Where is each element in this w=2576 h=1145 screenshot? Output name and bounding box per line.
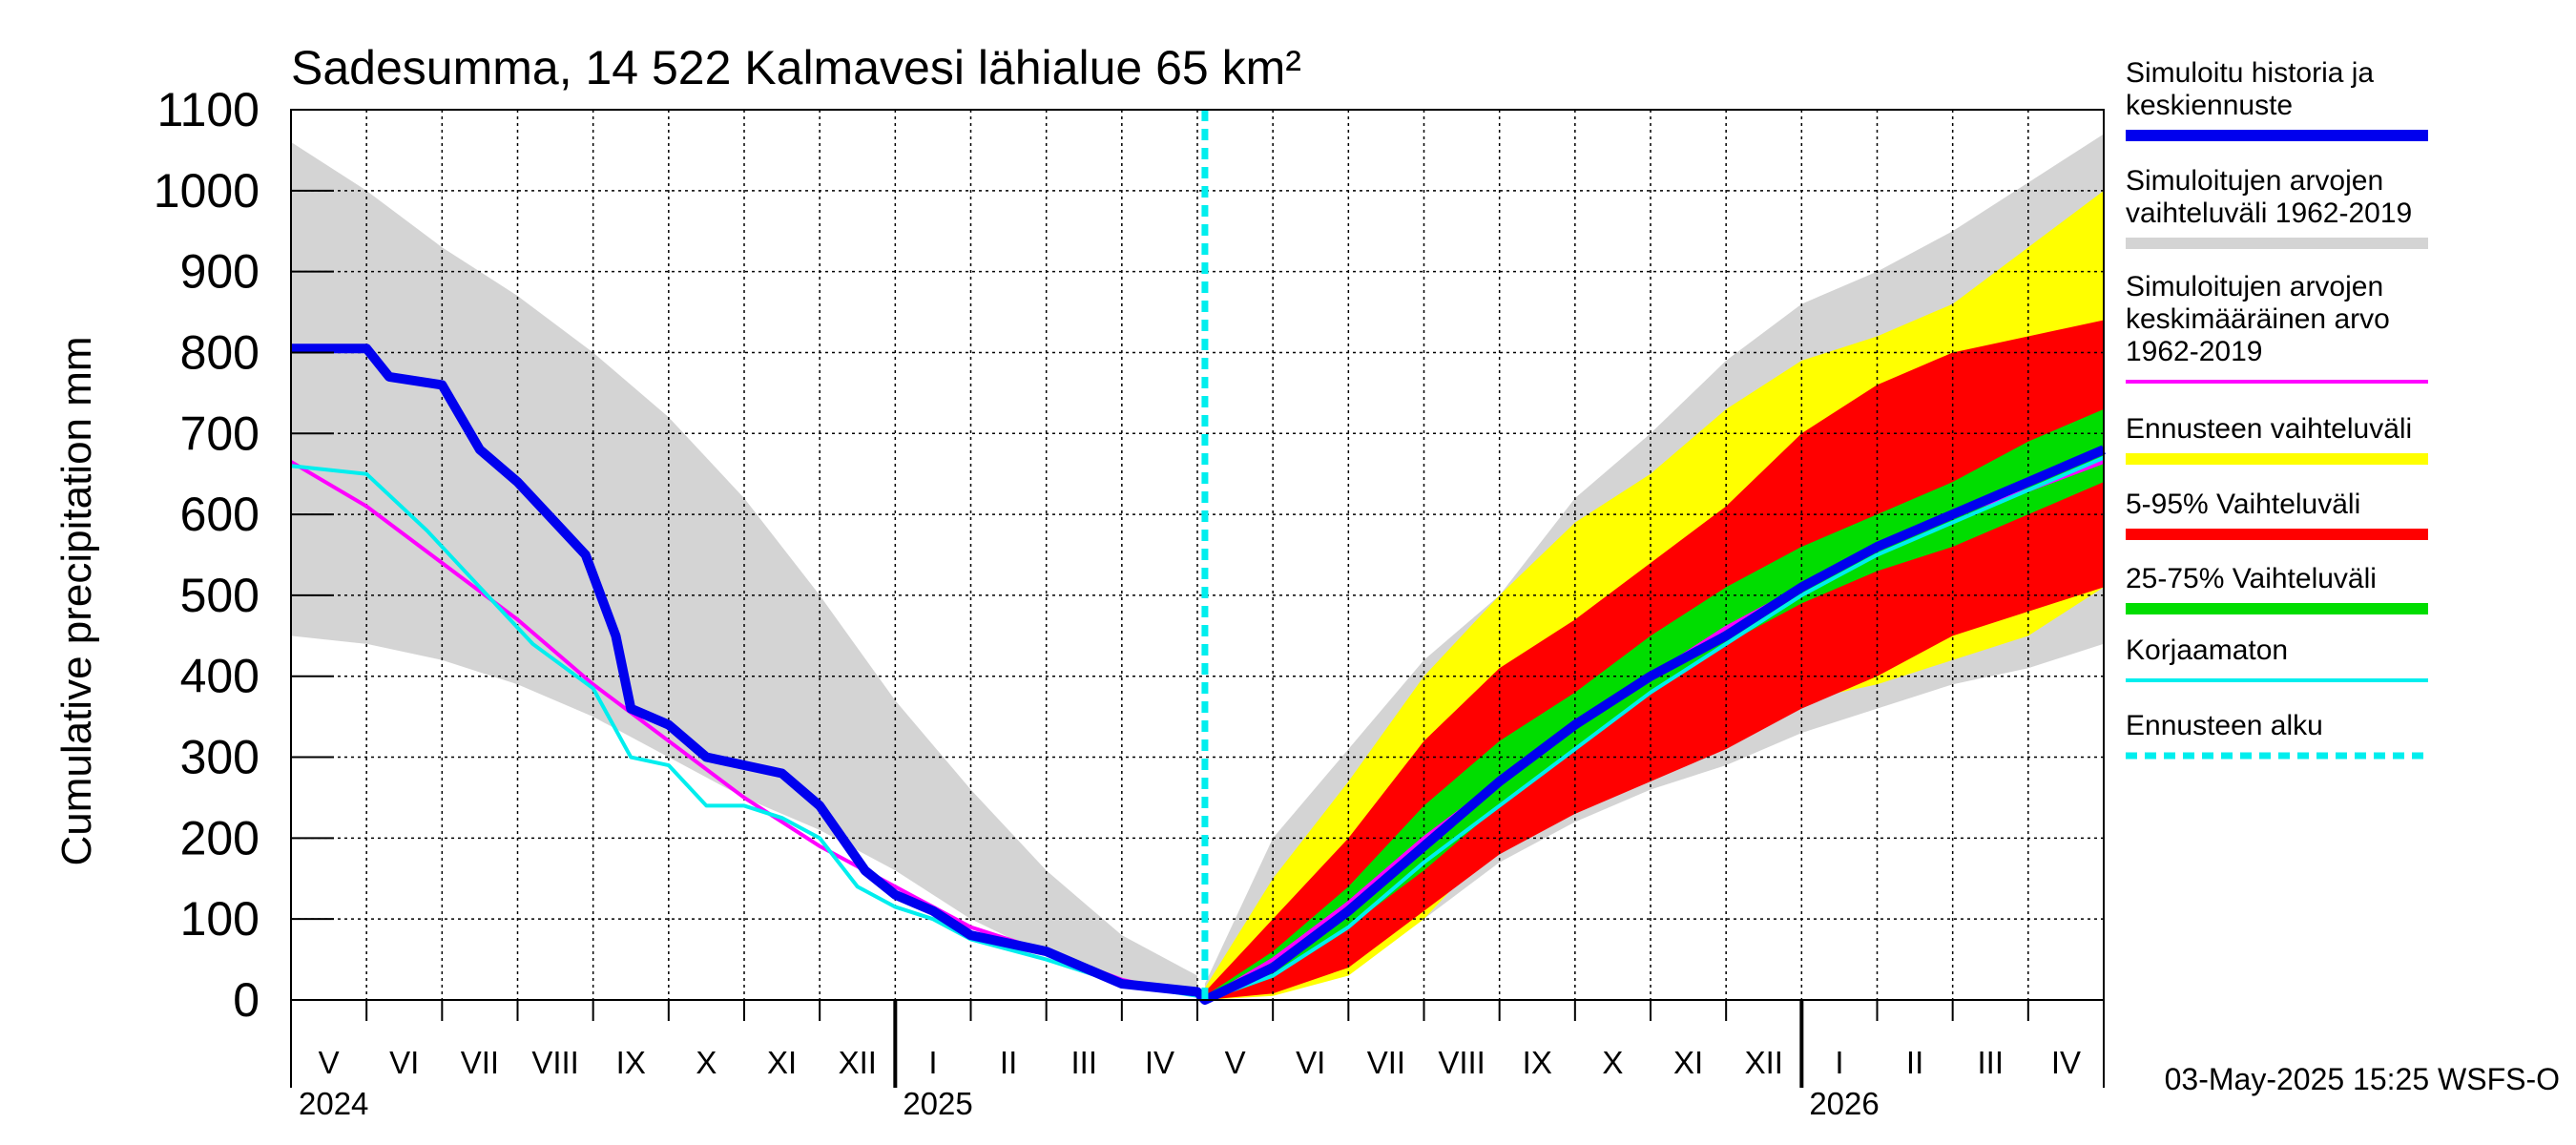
y-tick-label-1000: 1000 [154,164,260,218]
y-tick-labels: 0 100 200 300 400 500 600 700 800 900 1000 1100 [154,83,260,1027]
month-label-4: IX [616,1045,646,1080]
month-label-5: X [696,1045,717,1080]
month-label-15: VIII [1438,1045,1485,1080]
legend-label-2-2: 1962-2019 [2126,336,2262,367]
y-tick-label-0: 0 [233,973,260,1027]
legend-label-3-0: Ennusteen vaihteluväli [2126,413,2412,445]
legend-label-2-0: Simuloitujen arvojen [2126,271,2383,302]
month-label-19: XII [1745,1045,1783,1080]
chart-title: Sadesumma, 14 522 Kalmavesi lähialue 65 … [291,41,1301,94]
month-label-2: VII [461,1045,499,1080]
grid-lines [291,109,2104,1000]
legend-label-2-1: keskimääräinen arvo [2126,303,2390,335]
y-tick-label-1100: 1100 [156,83,260,136]
month-label-20: I [1835,1045,1843,1080]
y-tick-label-800: 800 [180,325,260,379]
month-label-9: II [1000,1045,1017,1080]
month-label-6: XI [767,1045,797,1080]
y-axis-label: Cumulative precipitation mm [53,336,100,865]
legend-label-4-0: 5-95% Vaihteluväli [2126,489,2360,520]
y-tick-label-300: 300 [180,731,260,784]
legend-label-1-1: vaihteluväli 1962-2019 [2126,198,2412,229]
month-label-22: III [1977,1045,2004,1080]
month-label-8: I [928,1045,937,1080]
range-bands [291,134,2104,1001]
month-label-16: IX [1523,1045,1552,1080]
footer-timestamp: 03-May-2025 15:25 WSFS-O [2165,1062,2560,1096]
legend-label-7-0: Ennusteen alku [2126,710,2323,741]
x-month-labels: V VI VII VIII IX X XI XII I II III IV V VI VII VIII IX X X… [299,1045,2081,1121]
year-label-2026: 2026 [1809,1086,1879,1121]
legend-label-5-0: 25-75% Vaihteluväli [2126,563,2377,594]
band-0 [291,141,1197,996]
y-tick-label-400: 400 [180,650,260,703]
series-line-1 [290,455,2105,1002]
y-tick-label-600: 600 [180,488,260,541]
month-label-0: V [319,1045,340,1080]
legend-label-6-0: Korjaamaton [2126,635,2288,666]
y-tick-label-900: 900 [180,245,260,299]
month-label-21: II [1906,1045,1923,1080]
y-tick-label-200: 200 [180,811,260,864]
year-label-2024: 2024 [299,1086,368,1121]
series-lines [289,344,2106,1005]
y-tick-label-500: 500 [180,569,260,622]
month-label-3: VIII [531,1045,579,1080]
month-label-12: V [1225,1045,1246,1080]
month-label-7: XII [839,1045,877,1080]
legend-label-0-0: Simuloitu historia ja [2126,57,2374,89]
y-tick-label-700: 700 [180,406,260,460]
month-label-18: XI [1673,1045,1703,1080]
month-label-10: III [1070,1045,1097,1080]
axes [290,109,2105,1088]
month-label-13: VI [1296,1045,1325,1080]
month-label-1: VI [389,1045,419,1080]
legend-label-1-0: Simuloitujen arvojen [2126,165,2383,197]
band-4 [1204,408,2104,1000]
month-label-17: X [1602,1045,1623,1080]
month-label-23: IV [2051,1045,2081,1080]
legend-label-0-1: keskiennuste [2126,90,2293,121]
year-label-2025: 2025 [903,1086,972,1121]
month-label-14: VII [1367,1045,1405,1080]
month-label-11: IV [1145,1045,1174,1080]
y-tick-label-100: 100 [180,892,260,946]
series-line-2 [291,344,2106,1005]
